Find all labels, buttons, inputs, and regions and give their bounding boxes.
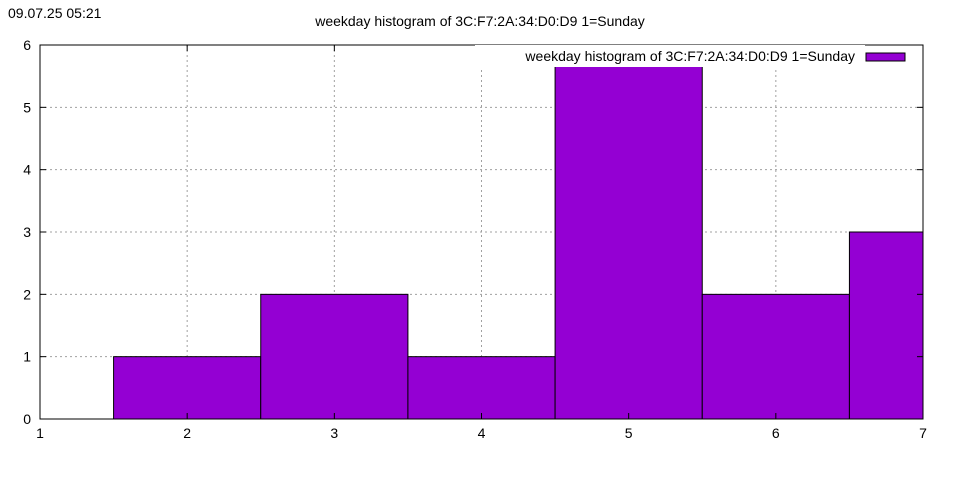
y-tick-label: 5 bbox=[23, 99, 31, 115]
x-tick-label: 5 bbox=[625, 425, 633, 441]
bars bbox=[113, 44, 924, 420]
legend: weekday histogram of 3C:F7:2A:34:D0:D9 1… bbox=[475, 45, 906, 67]
bar bbox=[554, 44, 703, 420]
bar bbox=[701, 293, 850, 420]
y-tick-label: 2 bbox=[23, 286, 31, 302]
y-tick-label: 4 bbox=[23, 162, 31, 178]
legend-label: weekday histogram of 3C:F7:2A:34:D0:D9 1… bbox=[524, 48, 855, 64]
y-tick-label: 6 bbox=[23, 37, 31, 53]
y-axis-ticks: 0 1 2 3 4 5 6 bbox=[23, 37, 923, 427]
x-tick-label: 7 bbox=[919, 425, 927, 441]
y-tick-label: 0 bbox=[23, 411, 31, 427]
x-tick-label: 3 bbox=[330, 425, 338, 441]
legend-background bbox=[475, 45, 865, 67]
x-tick-label: 6 bbox=[772, 425, 780, 441]
y-tick-label: 3 bbox=[23, 224, 31, 240]
y-tick-label: 1 bbox=[23, 349, 31, 365]
legend-swatch bbox=[865, 52, 906, 62]
x-tick-label: 1 bbox=[36, 425, 44, 441]
bar bbox=[260, 293, 409, 420]
bar bbox=[848, 231, 924, 420]
timestamp: 09.07.25 05:21 bbox=[8, 5, 102, 21]
x-tick-label: 2 bbox=[183, 425, 191, 441]
x-tick-label: 4 bbox=[478, 425, 486, 441]
bar bbox=[407, 356, 556, 420]
chart-title: weekday histogram of 3C:F7:2A:34:D0:D9 1… bbox=[314, 13, 645, 29]
bar bbox=[113, 356, 262, 420]
